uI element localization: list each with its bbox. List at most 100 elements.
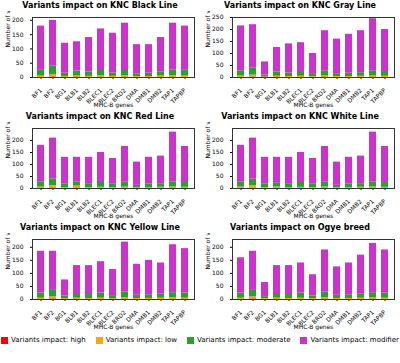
- svg-text:BF1: BF1: [30, 308, 43, 321]
- svg-text:BLB2: BLB2: [75, 86, 92, 103]
- svg-text:Number of variants: Number of variants: [204, 11, 211, 48]
- svg-text:BLEC1: BLEC1: [284, 86, 304, 105]
- svg-text:200: 200: [12, 136, 24, 143]
- svg-text:TAPBP: TAPBP: [368, 197, 387, 216]
- svg-text:50: 50: [216, 172, 224, 179]
- svg-text:BLEC1: BLEC1: [84, 308, 104, 327]
- svg-text:200: 200: [212, 136, 224, 143]
- svg-text:200: 200: [12, 243, 24, 250]
- svg-text:DMB1: DMB1: [333, 86, 352, 104]
- svg-text:BF2: BF2: [42, 308, 55, 321]
- svg-text:50: 50: [16, 59, 24, 66]
- svg-text:50: 50: [216, 282, 224, 289]
- svg-text:MHC-B genes: MHC-B genes: [94, 212, 134, 220]
- svg-text:Number of variants: Number of variants: [4, 122, 11, 159]
- svg-text:150: 150: [12, 148, 24, 155]
- svg-text:0: 0: [220, 295, 224, 302]
- svg-text:BLB2: BLB2: [75, 197, 92, 214]
- svg-text:BLB1: BLB1: [263, 197, 280, 214]
- svg-text:TAP1: TAP1: [159, 86, 176, 102]
- svg-text:BLB2: BLB2: [275, 197, 292, 214]
- svg-text:200: 200: [212, 25, 224, 32]
- svg-text:150: 150: [12, 256, 24, 263]
- svg-text:BF2: BF2: [242, 308, 255, 321]
- svg-text:MHC-B genes: MHC-B genes: [94, 323, 134, 331]
- svg-text:TAP1: TAP1: [359, 86, 376, 102]
- svg-text:BF2: BF2: [42, 86, 55, 99]
- svg-text:TAPBP: TAPBP: [168, 86, 187, 105]
- svg-text:DMB1: DMB1: [133, 308, 152, 326]
- svg-text:TAPBP: TAPBP: [168, 197, 187, 216]
- svg-text:100: 100: [212, 160, 224, 167]
- svg-text:TAPBP: TAPBP: [368, 86, 387, 105]
- svg-text:TAPBP: TAPBP: [168, 308, 187, 327]
- svg-text:150: 150: [212, 256, 224, 263]
- svg-text:150: 150: [12, 31, 24, 38]
- svg-text:200: 200: [12, 16, 24, 23]
- svg-text:Number of variants: Number of variants: [4, 11, 11, 48]
- svg-text:Number of variants: Number of variants: [204, 122, 211, 159]
- svg-text:DMA: DMA: [124, 197, 140, 213]
- svg-text:BLB1: BLB1: [263, 308, 280, 325]
- svg-text:50: 50: [16, 172, 24, 179]
- svg-text:150: 150: [212, 148, 224, 155]
- svg-text:DMB1: DMB1: [133, 197, 152, 215]
- svg-text:BLEC1: BLEC1: [84, 197, 104, 216]
- svg-text:MHC-B genes: MHC-B genes: [294, 212, 334, 220]
- svg-text:DMB1: DMB1: [333, 308, 352, 326]
- svg-text:50: 50: [216, 61, 224, 68]
- svg-text:BLB1: BLB1: [63, 308, 80, 325]
- svg-text:BLB1: BLB1: [263, 86, 280, 103]
- svg-text:BLEC1: BLEC1: [284, 197, 304, 216]
- svg-text:100: 100: [12, 45, 24, 52]
- svg-text:DMB2: DMB2: [145, 86, 164, 104]
- svg-text:BF1: BF1: [230, 197, 243, 210]
- svg-text:0: 0: [20, 184, 24, 191]
- svg-text:BLEC1: BLEC1: [84, 86, 104, 105]
- svg-text:MHC-B genes: MHC-B genes: [94, 101, 134, 109]
- svg-text:BF1: BF1: [30, 86, 43, 99]
- svg-text:DMB2: DMB2: [345, 308, 364, 326]
- svg-text:0: 0: [20, 73, 24, 80]
- svg-text:200: 200: [212, 243, 224, 250]
- svg-text:DMA: DMA: [324, 86, 340, 102]
- svg-text:DMA: DMA: [124, 86, 140, 102]
- svg-text:DMB2: DMB2: [345, 197, 364, 215]
- svg-text:100: 100: [12, 269, 24, 276]
- svg-text:TAP1: TAP1: [359, 197, 376, 213]
- svg-text:150: 150: [212, 37, 224, 44]
- svg-text:BF1: BF1: [230, 86, 243, 99]
- svg-text:BF1: BF1: [30, 197, 43, 210]
- svg-text:BLB1: BLB1: [63, 86, 80, 103]
- svg-text:BLB2: BLB2: [275, 308, 292, 325]
- svg-text:Number of variants: Number of variants: [204, 233, 211, 270]
- svg-text:DMB2: DMB2: [145, 197, 164, 215]
- svg-text:DMB1: DMB1: [133, 86, 152, 104]
- svg-text:100: 100: [12, 160, 24, 167]
- svg-text:BF2: BF2: [242, 86, 255, 99]
- svg-text:50: 50: [16, 282, 24, 289]
- svg-text:DMA: DMA: [124, 308, 140, 324]
- svg-text:250: 250: [212, 13, 224, 20]
- svg-text:MHC-B genes: MHC-B genes: [294, 323, 334, 331]
- svg-text:TAP1: TAP1: [159, 197, 176, 213]
- svg-text:BLB2: BLB2: [275, 86, 292, 103]
- svg-text:BF2: BF2: [242, 197, 255, 210]
- svg-text:DMA: DMA: [324, 197, 340, 213]
- svg-text:0: 0: [220, 73, 224, 80]
- svg-text:BF2: BF2: [42, 197, 55, 210]
- svg-text:TAPBP: TAPBP: [368, 308, 387, 327]
- svg-text:0: 0: [20, 295, 24, 302]
- svg-text:BLB1: BLB1: [63, 197, 80, 214]
- svg-text:DMB2: DMB2: [145, 308, 164, 326]
- svg-text:100: 100: [212, 49, 224, 56]
- svg-text:BLEC1: BLEC1: [284, 308, 304, 327]
- svg-text:0: 0: [220, 184, 224, 191]
- svg-text:DMB1: DMB1: [333, 197, 352, 215]
- svg-text:DMB2: DMB2: [345, 86, 364, 104]
- svg-text:BF1: BF1: [230, 308, 243, 321]
- svg-text:MHC-B genes: MHC-B genes: [294, 101, 334, 109]
- svg-text:BLB2: BLB2: [75, 308, 92, 325]
- svg-text:100: 100: [212, 269, 224, 276]
- svg-text:Number of variants: Number of variants: [4, 233, 11, 270]
